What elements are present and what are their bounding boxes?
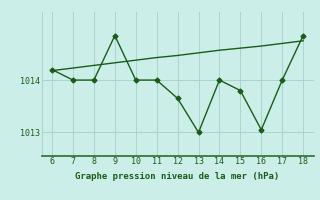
X-axis label: Graphe pression niveau de la mer (hPa): Graphe pression niveau de la mer (hPa) [76, 172, 280, 181]
